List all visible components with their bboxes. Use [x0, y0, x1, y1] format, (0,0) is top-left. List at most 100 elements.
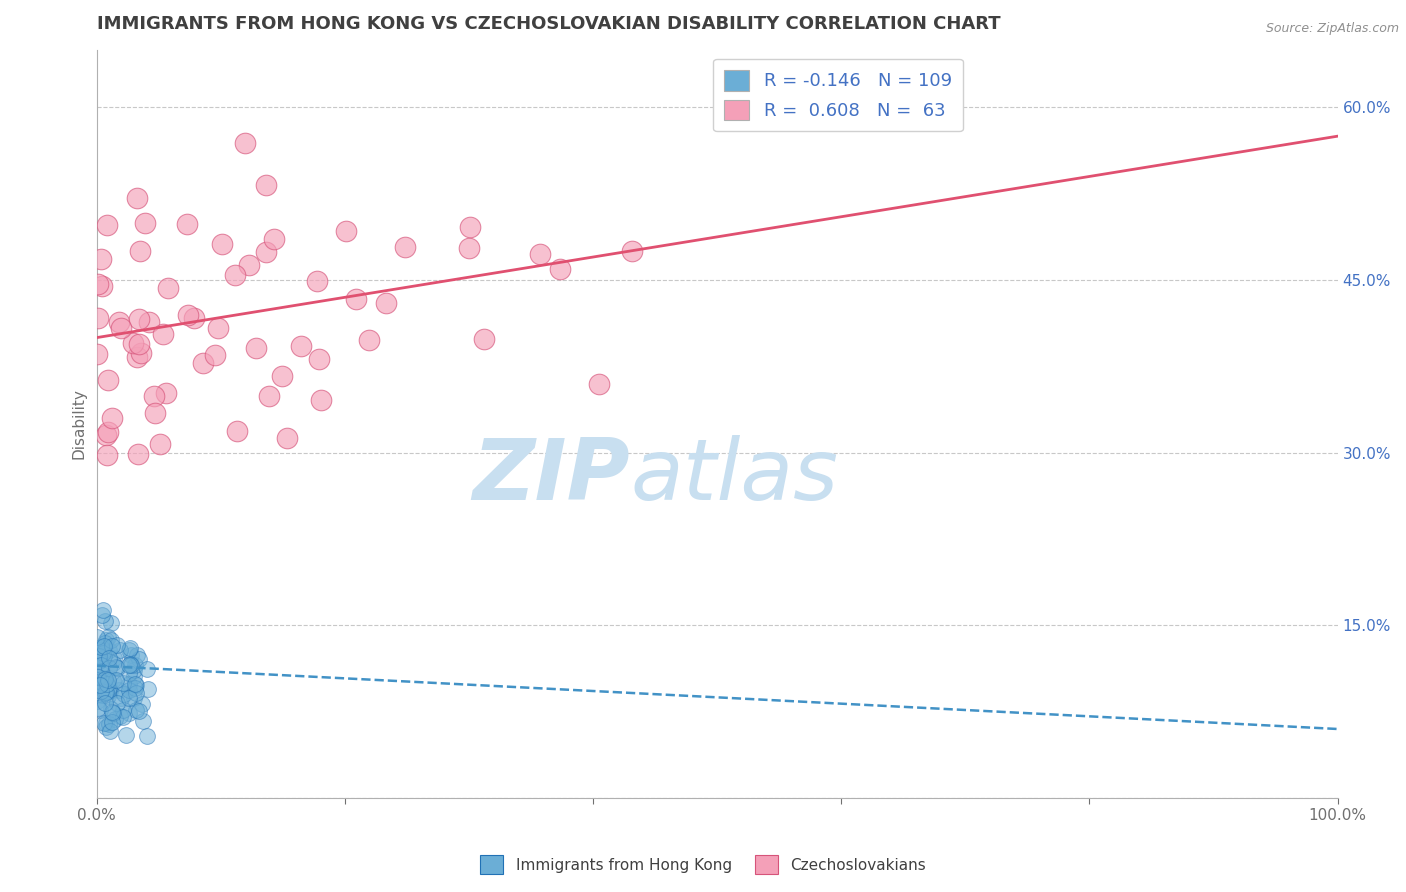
Point	[211, 236, 233, 251]
Text: atlas: atlas	[630, 434, 838, 518]
Point	[108, 709, 131, 723]
Point	[120, 657, 142, 671]
Point	[94, 427, 117, 442]
Point	[93, 715, 115, 730]
Point	[183, 311, 205, 326]
Point	[110, 321, 132, 335]
Point	[375, 296, 398, 310]
Point	[105, 696, 128, 710]
Point	[100, 714, 122, 729]
Point	[96, 673, 118, 687]
Point	[458, 219, 481, 234]
Point	[87, 654, 110, 668]
Point	[238, 258, 260, 272]
Point	[103, 651, 125, 665]
Point	[97, 680, 120, 694]
Point	[138, 315, 160, 329]
Point	[111, 710, 134, 724]
Point	[254, 178, 277, 192]
Point	[86, 650, 108, 665]
Point	[97, 374, 120, 388]
Point	[90, 252, 112, 267]
Point	[93, 603, 115, 617]
Point	[124, 677, 146, 691]
Point	[135, 729, 157, 743]
Point	[152, 326, 174, 341]
Point	[96, 448, 118, 462]
Point	[112, 676, 135, 690]
Point	[86, 653, 108, 667]
Point	[225, 424, 247, 438]
Point	[128, 652, 150, 666]
Point	[93, 671, 115, 685]
Point	[309, 392, 332, 407]
Point	[125, 191, 148, 205]
Point	[529, 247, 551, 261]
Point	[117, 691, 139, 706]
Point	[91, 640, 114, 654]
Point	[89, 678, 111, 692]
Point	[94, 614, 117, 628]
Point	[91, 279, 114, 293]
Point	[91, 688, 114, 702]
Point	[155, 386, 177, 401]
Point	[621, 244, 644, 258]
Point	[96, 673, 118, 687]
Point	[98, 724, 121, 739]
Point	[90, 660, 112, 674]
Point	[143, 406, 166, 420]
Point	[103, 657, 125, 671]
Point	[394, 240, 416, 254]
Point	[177, 308, 200, 322]
Point	[263, 232, 285, 246]
Point	[87, 701, 110, 715]
Point	[118, 683, 141, 698]
Point	[97, 630, 120, 644]
Point	[344, 293, 367, 307]
Point	[257, 389, 280, 403]
Point	[118, 666, 141, 681]
Point	[124, 691, 146, 706]
Point	[132, 714, 155, 729]
Point	[142, 389, 165, 403]
Point	[118, 706, 141, 721]
Point	[118, 643, 141, 657]
Point	[91, 607, 114, 622]
Point	[120, 640, 142, 655]
Point	[101, 411, 124, 425]
Point	[176, 217, 198, 231]
Point	[97, 689, 120, 703]
Point	[131, 697, 153, 711]
Point	[156, 281, 179, 295]
Point	[91, 643, 114, 657]
Point	[87, 648, 110, 662]
Point	[94, 635, 117, 649]
Point	[290, 339, 312, 353]
Point	[191, 356, 214, 370]
Point	[96, 219, 118, 233]
Point	[118, 677, 141, 691]
Point	[96, 677, 118, 691]
Point	[87, 648, 110, 663]
Point	[125, 686, 148, 700]
Point	[91, 651, 114, 665]
Point	[87, 643, 110, 657]
Point	[122, 336, 145, 351]
Point	[114, 728, 136, 742]
Point	[104, 673, 127, 688]
Point	[89, 677, 111, 691]
Point	[474, 332, 496, 346]
Point	[271, 368, 294, 383]
Point	[108, 643, 131, 657]
Point	[128, 311, 150, 326]
Point	[90, 684, 112, 698]
Point	[98, 716, 121, 731]
Text: ZIP: ZIP	[472, 434, 630, 518]
Point	[118, 658, 141, 673]
Point	[335, 224, 357, 238]
Point	[93, 648, 115, 663]
Point	[245, 341, 267, 355]
Point	[101, 706, 124, 721]
Point	[120, 657, 142, 672]
Point	[359, 333, 381, 347]
